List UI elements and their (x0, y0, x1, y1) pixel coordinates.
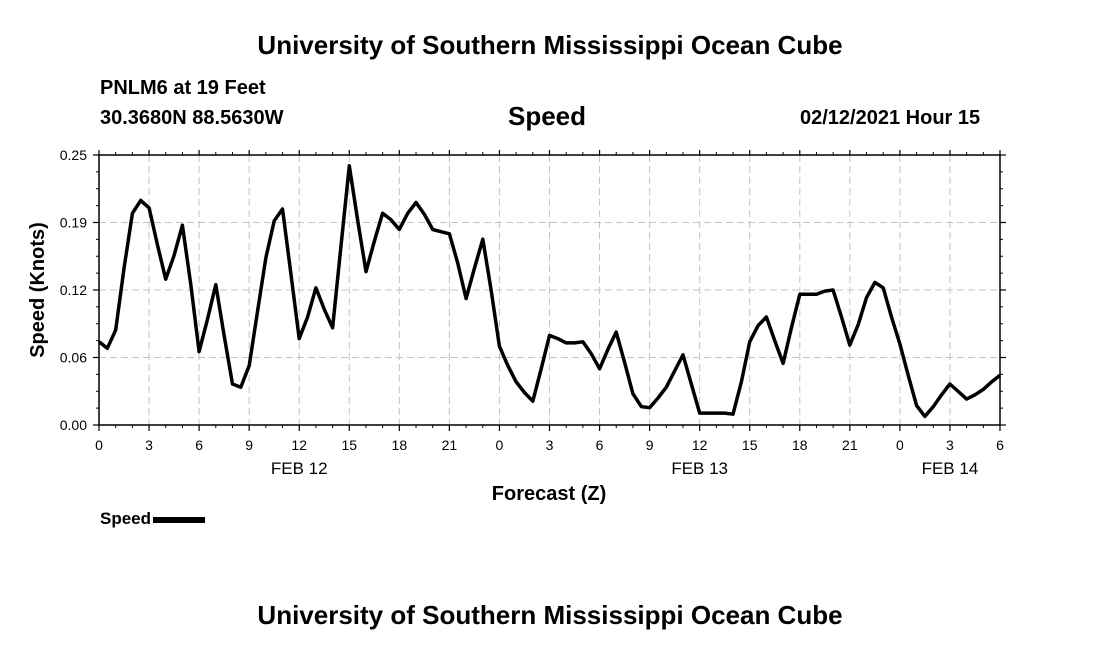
x-tick-label: 12 (291, 437, 307, 453)
speed-chart: 0 3 6 9 12 15 18 21 0 3 6 9 12 15 18 21 0 3 6 0.00 0.06 0.12 0… (27, 147, 1006, 505)
speed-series-line (97, 164, 1002, 419)
date-label: FEB 14 (922, 459, 979, 478)
x-tick-label: 3 (546, 437, 554, 453)
x-tick-label: 15 (341, 437, 357, 453)
forecast-datetime: 02/12/2021 Hour 15 (800, 107, 981, 129)
x-tick-label: 15 (742, 437, 758, 453)
x-tick-label: 12 (692, 437, 708, 453)
y-tick-label: 0.12 (60, 282, 87, 298)
x-tick-label: 0 (496, 437, 504, 453)
x-tick-label: 3 (145, 437, 153, 453)
x-tick-label: 18 (392, 437, 408, 453)
y-tick-label: 0.19 (60, 215, 87, 231)
station-coordinates: 30.3680N 88.5630W (100, 107, 284, 129)
legend: Speed (100, 509, 206, 529)
x-tick-label: 21 (442, 437, 458, 453)
legend-label: Speed (100, 509, 152, 528)
chart-grid (99, 155, 1000, 425)
date-label: FEB 12 (271, 459, 328, 478)
plot-frame (98, 154, 1001, 426)
legend-line-swatch (153, 516, 206, 523)
y-tick-label: 0.06 (60, 350, 87, 366)
chart-tick-labels: 0 3 6 9 12 15 18 21 0 3 6 9 12 15 18 21 0 3 6 0.00 0.06 0.12 0… (60, 147, 1004, 478)
x-axis-label: Forecast (Z) (492, 483, 606, 505)
date-label: FEB 13 (671, 459, 728, 478)
x-tick-label: 3 (946, 437, 954, 453)
station-name: PNLM6 at 19 Feet (100, 77, 266, 99)
x-tick-label: 6 (996, 437, 1004, 453)
x-tick-label: 6 (195, 437, 203, 453)
top-title: University of Southern Mississippi Ocean… (257, 30, 843, 60)
x-tick-label: 21 (842, 437, 858, 453)
y-axis-label: Speed (Knots) (27, 222, 49, 358)
x-tick-label: 18 (792, 437, 808, 453)
x-tick-label: 0 (95, 437, 103, 453)
chart-title: Speed (508, 101, 587, 131)
x-tick-label: 0 (896, 437, 904, 453)
x-tick-label: 9 (646, 437, 654, 453)
bottom-title: University of Southern Mississippi Ocean… (257, 600, 843, 630)
y-tick-label: 0.25 (60, 147, 87, 163)
x-tick-label: 6 (596, 437, 604, 453)
x-tick-label: 9 (245, 437, 253, 453)
y-tick-label: 0.00 (60, 417, 87, 433)
